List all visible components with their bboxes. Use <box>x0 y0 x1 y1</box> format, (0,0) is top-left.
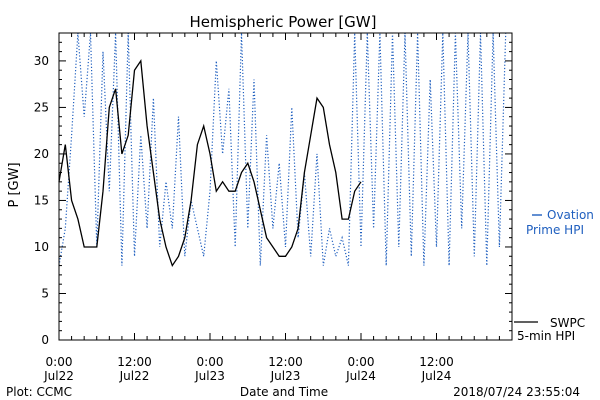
y-tick-label: 25 <box>34 100 49 114</box>
legend-ovation-label-line1: Ovation <box>547 208 594 222</box>
chart-title: Hemispheric Power [GW] <box>190 13 377 31</box>
y-tick-label: 30 <box>34 54 49 68</box>
x-axis: 0:00Jul2212:00Jul220:00Jul2312:00Jul230:… <box>43 33 500 383</box>
x-axis-label: Date and Time <box>240 385 328 399</box>
x-tick-label-date: Jul22 <box>119 369 150 383</box>
legend-ovation: Ovation Prime HPI <box>526 208 594 237</box>
x-tick-label-time: 0:00 <box>46 355 73 369</box>
x-tick-label-date: Jul22 <box>43 369 74 383</box>
ovation-prime-series-line <box>58 32 507 266</box>
legend-swpc-label-line2: 5-min HPI <box>517 329 575 343</box>
y-tick-label: 20 <box>34 147 49 161</box>
y-axis: 0 5 10 15 20 25 30 <box>34 32 512 347</box>
x-tick-label-date: Jul24 <box>345 369 376 383</box>
y-tick-label: 0 <box>41 333 49 347</box>
footer-source: Plot: CCMC <box>6 385 72 399</box>
x-tick-label-date: Jul23 <box>270 369 301 383</box>
x-tick-label-date: Jul24 <box>421 369 452 383</box>
y-axis-label: P [GW] <box>7 162 22 207</box>
y-tick-label: 5 <box>41 286 49 300</box>
x-tick-label-time: 12:00 <box>419 355 454 369</box>
swpc-series-line <box>58 59 362 268</box>
x-tick-label-time: 12:00 <box>117 355 152 369</box>
x-tick-label-time: 0:00 <box>197 355 224 369</box>
x-tick-label-time: 12:00 <box>268 355 303 369</box>
legend-swpc: SWPC 5-min HPI <box>514 316 585 343</box>
legend-swpc-label-line1: SWPC <box>550 316 585 330</box>
y-tick-label: 10 <box>34 240 49 254</box>
x-tick-label-date: Jul23 <box>194 369 225 383</box>
series-layer <box>58 32 507 268</box>
legend-ovation-label-line2: Prime HPI <box>526 223 584 237</box>
x-tick-label-time: 0:00 <box>348 355 375 369</box>
footer-timestamp: 2018/07/24 23:55:04 <box>453 385 580 399</box>
y-tick-label: 15 <box>34 193 49 207</box>
